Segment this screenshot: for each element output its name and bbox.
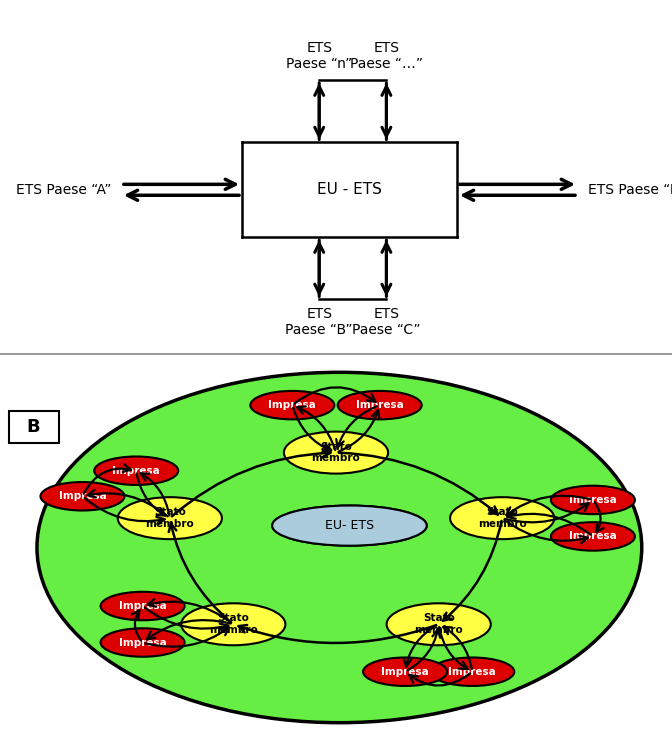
Text: EU - ETS: EU - ETS — [317, 182, 382, 197]
Ellipse shape — [272, 506, 427, 546]
Ellipse shape — [450, 497, 554, 539]
Ellipse shape — [284, 431, 388, 474]
Ellipse shape — [101, 629, 185, 657]
Ellipse shape — [551, 485, 635, 514]
Text: B: B — [27, 418, 40, 436]
Ellipse shape — [118, 497, 222, 539]
Ellipse shape — [363, 658, 447, 686]
Ellipse shape — [101, 592, 185, 620]
Text: ETS Paese “A”: ETS Paese “A” — [15, 182, 111, 197]
Ellipse shape — [551, 522, 635, 550]
FancyBboxPatch shape — [9, 410, 59, 443]
Text: Impresa: Impresa — [569, 531, 617, 542]
Text: EU- ETS: EU- ETS — [325, 519, 374, 532]
Ellipse shape — [430, 658, 514, 686]
Ellipse shape — [272, 506, 427, 546]
Text: Stato
membro: Stato membro — [478, 507, 527, 529]
Text: Impresa: Impresa — [381, 666, 429, 677]
Text: Impresa: Impresa — [112, 466, 160, 476]
Ellipse shape — [40, 482, 124, 510]
Text: ETS Paese “D”: ETS Paese “D” — [588, 182, 672, 197]
Text: Impresa: Impresa — [119, 601, 167, 611]
Ellipse shape — [386, 603, 491, 645]
Text: Stato
membro: Stato membro — [415, 613, 463, 635]
Text: Impresa: Impresa — [448, 666, 496, 677]
Text: Stato
membro: Stato membro — [312, 442, 360, 464]
Text: ETS
Paese “…”: ETS Paese “…” — [350, 41, 423, 71]
Text: Impresa: Impresa — [119, 637, 167, 648]
Text: ETS
Paese “B”: ETS Paese “B” — [286, 307, 353, 337]
Text: Impresa: Impresa — [268, 400, 317, 410]
Ellipse shape — [250, 391, 334, 419]
Text: EU- ETS: EU- ETS — [325, 519, 374, 532]
Ellipse shape — [37, 372, 642, 723]
Text: Stato
membro: Stato membro — [145, 507, 194, 529]
Text: Impresa: Impresa — [58, 491, 106, 502]
Ellipse shape — [181, 603, 286, 645]
Ellipse shape — [338, 391, 422, 419]
Text: ETS
Paese “n”: ETS Paese “n” — [286, 41, 352, 71]
Text: Impresa: Impresa — [355, 400, 404, 410]
Ellipse shape — [94, 456, 178, 485]
Text: Stato
membro: Stato membro — [209, 613, 257, 635]
Text: Impresa: Impresa — [569, 495, 617, 505]
Text: ETS
Paese “C”: ETS Paese “C” — [352, 307, 421, 337]
